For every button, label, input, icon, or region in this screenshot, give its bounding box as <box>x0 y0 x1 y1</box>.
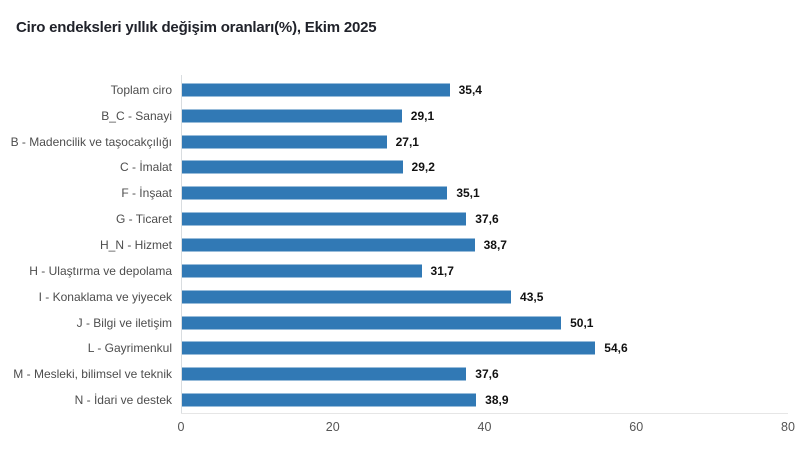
bar-row: H_N - Hizmet 38,7 <box>0 232 810 258</box>
value-label: 29,1 <box>410 108 435 123</box>
bar-row: J - Bilgi ve iletişim 50,1 <box>0 310 810 336</box>
category-label: I - Konaklama ve yiyecek <box>38 289 172 304</box>
bar-row: B_C - Sanayi 29,1 <box>0 103 810 129</box>
category-label: G - Ticaret <box>115 212 172 227</box>
value-label: 27,1 <box>395 134 419 149</box>
x-tick-label: 40 <box>477 420 492 434</box>
value-label: 38,7 <box>483 237 507 252</box>
category-label: M - Mesleki, bilimsel ve teknik <box>13 367 172 382</box>
x-tick-label: 60 <box>629 420 644 434</box>
bar-chart-rows: Toplam ciro 35,4 B_C - Sanayi 29,1 B - Maden… <box>0 77 810 413</box>
x-axis-line <box>181 413 788 414</box>
x-axis-ticks: 0 20 40 60 80 <box>177 420 795 438</box>
category-label: Toplam ciro <box>110 82 172 97</box>
plot-cell: 35,1 <box>181 180 788 206</box>
value-label: 38,9 <box>485 393 509 408</box>
bar-row: F - İnşaat 35,1 <box>0 180 810 206</box>
bar[interactable] <box>181 393 477 407</box>
y-axis-line <box>181 75 182 413</box>
bar-row: G - Ticaret 37,6 <box>0 206 810 232</box>
bar[interactable] <box>181 83 450 97</box>
category-label: B - Madencilik ve taşocakçılığı <box>10 134 172 149</box>
plot-cell: 38,9 <box>181 387 788 413</box>
bar-row: N - İdari ve destek 38,9 <box>0 387 810 413</box>
value-label: 54,6 <box>604 341 628 356</box>
bar[interactable] <box>181 290 512 304</box>
bar[interactable] <box>181 264 422 278</box>
bar[interactable] <box>181 316 562 330</box>
chart-title: Ciro endeksleri yıllık değişim oranları(… <box>16 19 377 36</box>
x-tick-label: 20 <box>325 420 340 434</box>
bar[interactable] <box>181 109 402 123</box>
plot-cell: 29,2 <box>181 155 788 181</box>
value-label: 35,1 <box>456 186 480 201</box>
plot-cell: 38,7 <box>181 232 788 258</box>
bar[interactable] <box>181 186 448 200</box>
category-label: H - Ulaştırma ve depolama <box>29 263 172 278</box>
plot-cell: 29,1 <box>181 103 788 129</box>
bar-row: M - Mesleki, bilimsel ve teknik 37,6 <box>0 361 810 387</box>
value-label: 31,7 <box>430 263 454 278</box>
bar-row: L - Gayrimenkul 54,6 <box>0 335 810 361</box>
plot-cell: 50,1 <box>181 310 788 336</box>
bar-row: Toplam ciro 35,4 <box>0 77 810 103</box>
value-label: 29,2 <box>411 160 435 175</box>
x-tick-label: 80 <box>781 420 795 434</box>
x-tick-label: 0 <box>177 420 185 434</box>
plot-cell: 54,6 <box>181 335 788 361</box>
category-label: H_N - Hizmet <box>99 237 172 252</box>
category-label: C - İmalat <box>119 160 172 175</box>
plot-cell: 37,6 <box>181 206 788 232</box>
bar-row: C - İmalat 29,2 <box>0 155 810 181</box>
plot-cell: 31,7 <box>181 258 788 284</box>
value-label: 35,4 <box>458 82 482 97</box>
plot-cell: 37,6 <box>181 361 788 387</box>
bar[interactable] <box>181 212 467 226</box>
category-label: F - İnşaat <box>121 186 172 201</box>
bar[interactable] <box>181 341 596 355</box>
plot-cell: 35,4 <box>181 77 788 103</box>
value-label: 37,6 <box>475 367 499 382</box>
value-label: 37,6 <box>475 212 499 227</box>
plot-cell: 27,1 <box>181 129 788 155</box>
plot-cell: 43,5 <box>181 284 788 310</box>
category-label: L - Gayrimenkul <box>87 341 172 356</box>
bar-row: B - Madencilik ve taşocakçılığı 27,1 <box>0 129 810 155</box>
category-label: J - Bilgi ve iletişim <box>76 315 172 330</box>
bar[interactable] <box>181 367 467 381</box>
bar-row: H - Ulaştırma ve depolama 31,7 <box>0 258 810 284</box>
bar[interactable] <box>181 160 403 174</box>
category-label: B_C - Sanayi <box>101 108 172 123</box>
bar-row: I - Konaklama ve yiyecek 43,5 <box>0 284 810 310</box>
bar[interactable] <box>181 238 475 252</box>
bar[interactable] <box>181 135 387 149</box>
value-label: 50,1 <box>570 315 594 330</box>
category-label: N - İdari ve destek <box>74 393 172 408</box>
value-label: 43,5 <box>520 289 544 304</box>
